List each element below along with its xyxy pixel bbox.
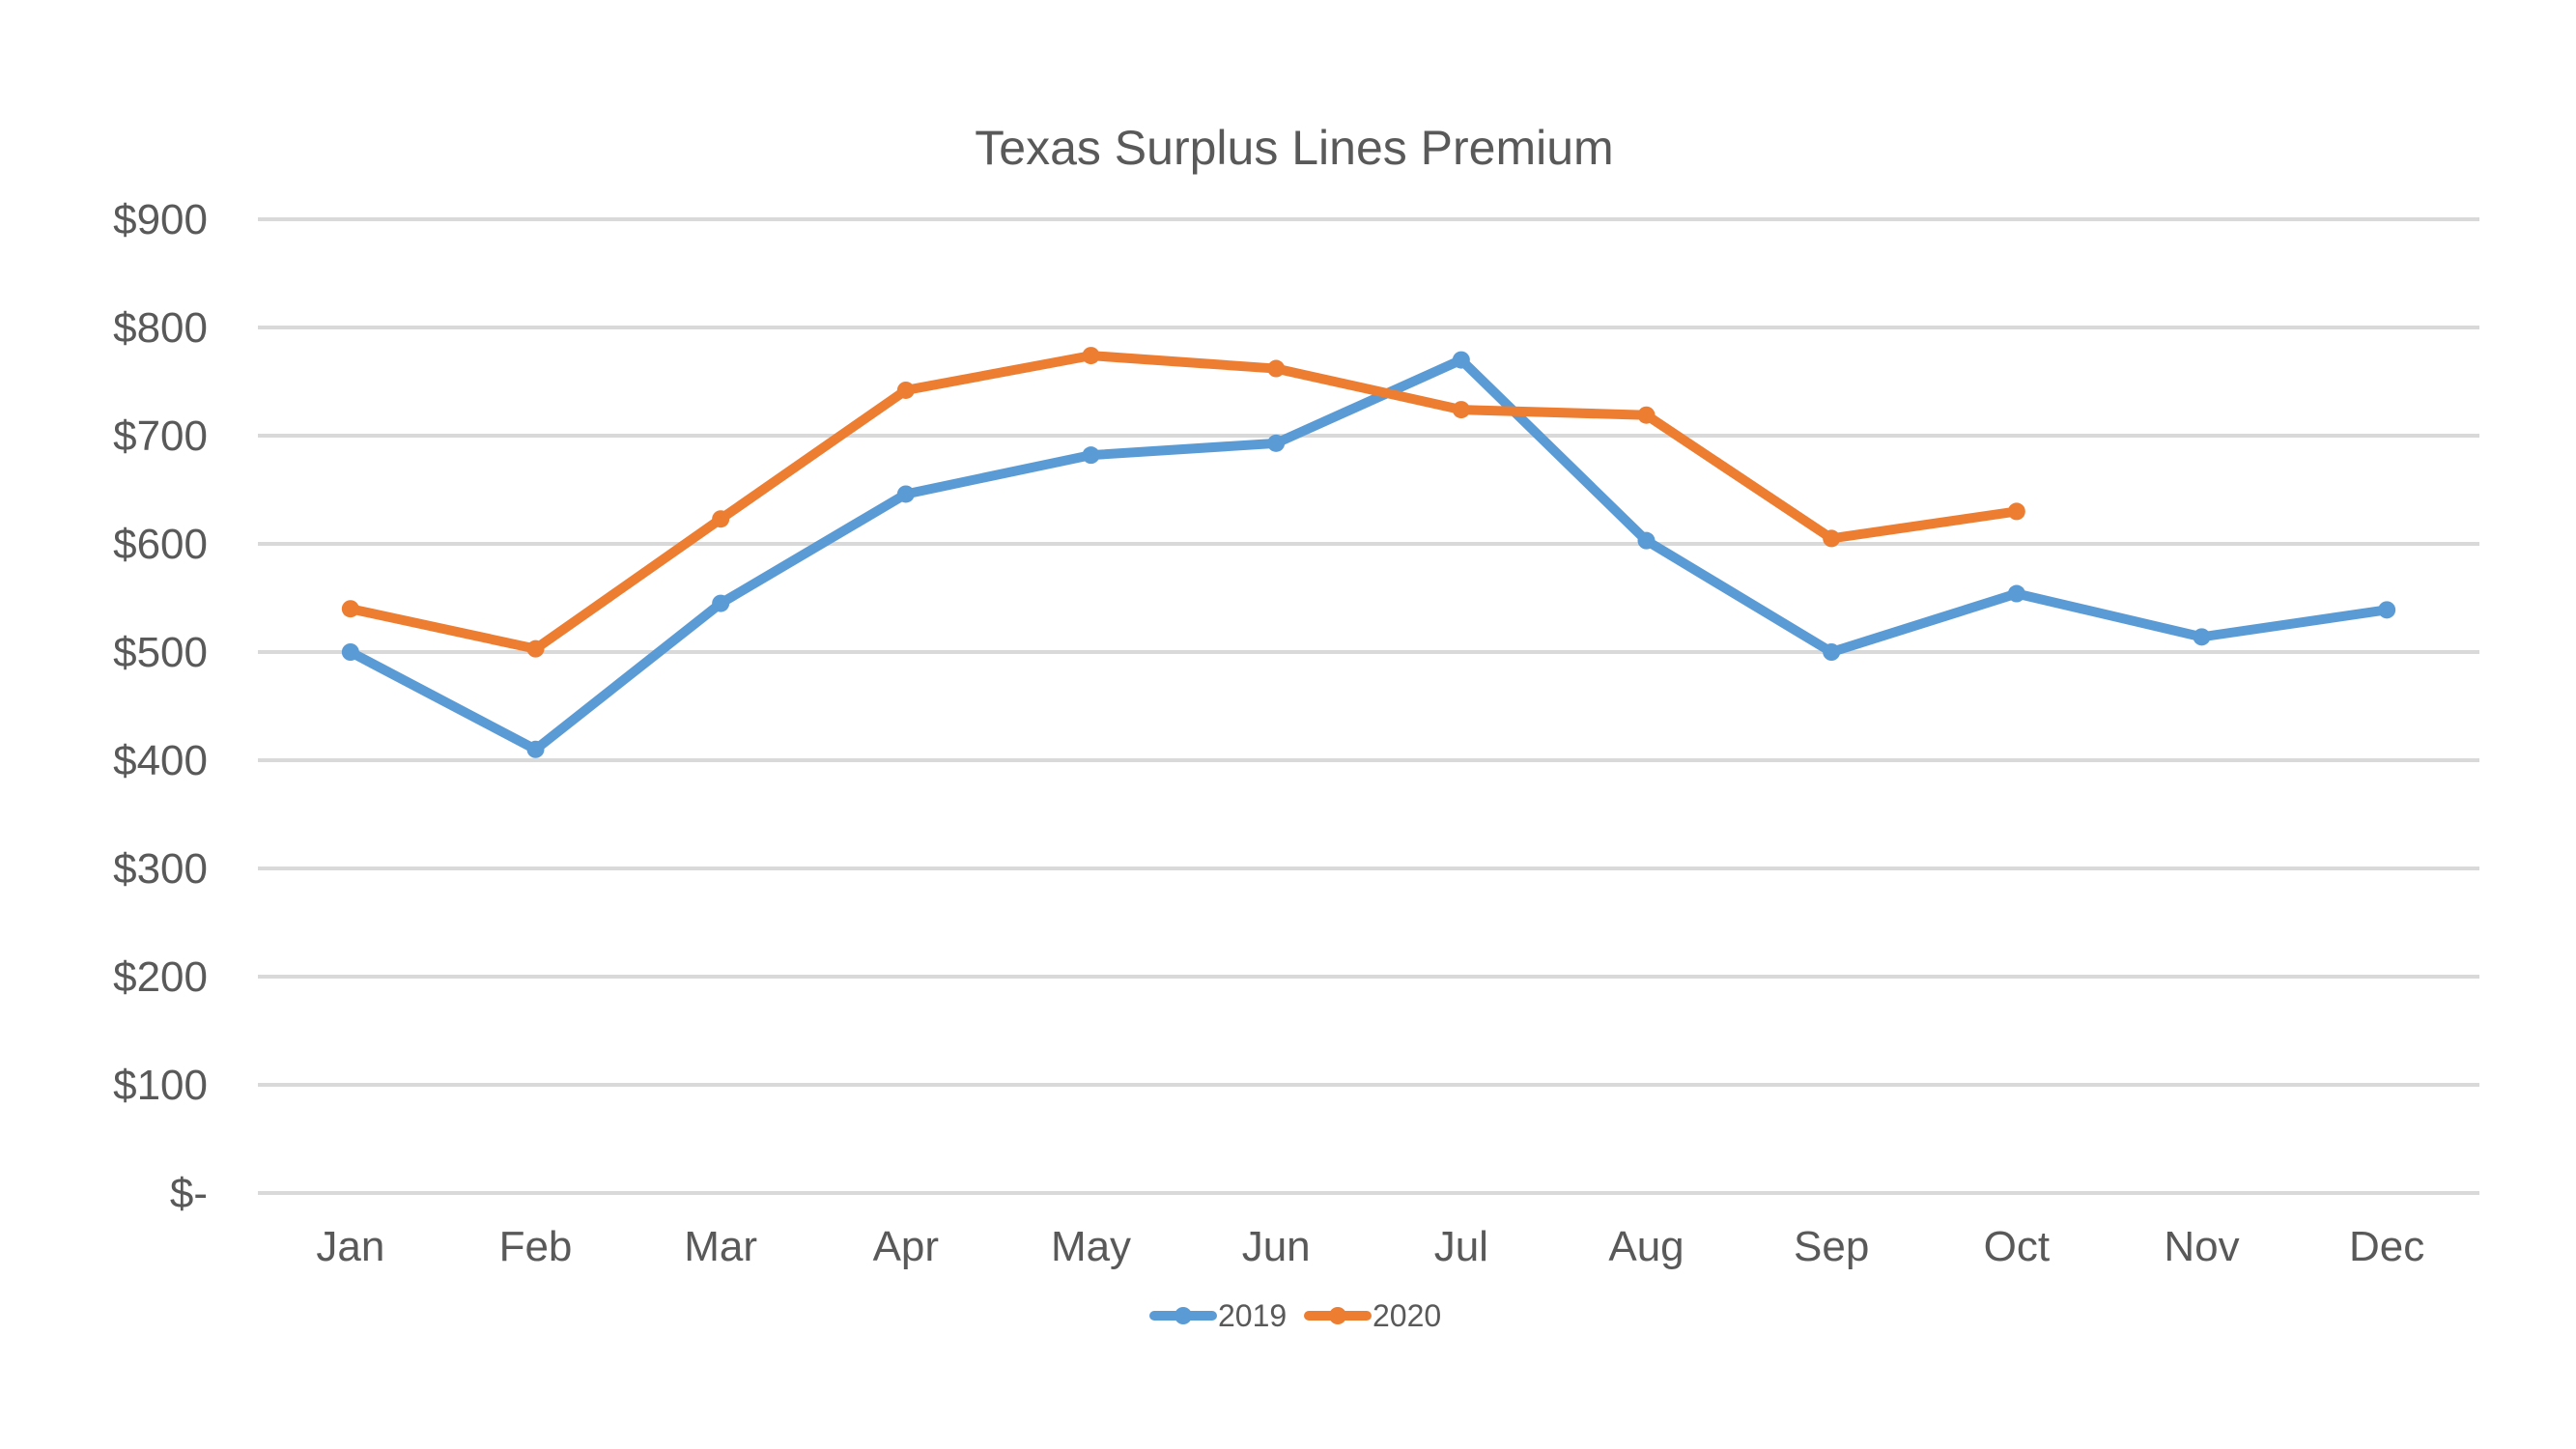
data-point bbox=[1267, 434, 1286, 452]
series-line bbox=[345, 355, 2392, 754]
chart-title: Texas Surplus Lines Premium bbox=[975, 121, 1613, 175]
legend-marker bbox=[1329, 1307, 1346, 1324]
data-point bbox=[1082, 347, 1100, 365]
y-tick-label: $500 bbox=[113, 629, 208, 676]
data-point bbox=[2193, 628, 2211, 646]
x-tick-label: Dec bbox=[2349, 1223, 2424, 1270]
data-point bbox=[1823, 643, 1841, 661]
data-point bbox=[1452, 401, 1470, 419]
y-tick-label: $300 bbox=[113, 845, 208, 893]
data-point bbox=[2007, 584, 2025, 603]
data-point bbox=[1452, 351, 1470, 369]
data-point bbox=[712, 594, 730, 612]
gridlines bbox=[258, 217, 2479, 1195]
x-tick-label: Nov bbox=[2164, 1223, 2239, 1270]
data-point bbox=[896, 485, 915, 503]
legend-marker bbox=[1175, 1307, 1192, 1324]
data-point bbox=[526, 639, 545, 658]
series-lines bbox=[341, 347, 2396, 758]
x-tick-label: Sep bbox=[1794, 1223, 1869, 1270]
x-tick-label: Jun bbox=[1242, 1223, 1311, 1270]
y-tick-label: $800 bbox=[113, 304, 208, 352]
legend-label: 2019 bbox=[1218, 1298, 1287, 1333]
legend-item: 2019 bbox=[1149, 1298, 1287, 1333]
y-tick-label: $400 bbox=[113, 737, 208, 784]
y-tick-label: $700 bbox=[113, 412, 208, 460]
data-point bbox=[1082, 446, 1100, 465]
data-point bbox=[341, 600, 359, 618]
y-tick-label: $200 bbox=[113, 953, 208, 1001]
data-point bbox=[1637, 531, 1656, 550]
x-axis-ticks: Jan Feb Mar Apr May Jun Jul Aug Sep Oct Nov Dec bbox=[316, 1223, 2424, 1270]
data-point bbox=[2378, 601, 2396, 619]
data-point bbox=[1637, 406, 1656, 424]
x-tick-label: Mar bbox=[684, 1223, 757, 1270]
legend-item: 2020 bbox=[1304, 1298, 1441, 1333]
data-point bbox=[526, 740, 545, 758]
data-point bbox=[1823, 529, 1841, 548]
legend: 2019 2020 bbox=[1149, 1298, 1441, 1333]
y-tick-label: $100 bbox=[113, 1062, 208, 1109]
x-tick-label: Aug bbox=[1608, 1223, 1684, 1270]
x-tick-label: Apr bbox=[873, 1223, 939, 1270]
series-2020 bbox=[341, 347, 2025, 658]
y-tick-label: $900 bbox=[113, 196, 208, 243]
data-point bbox=[712, 510, 730, 528]
data-point bbox=[1267, 359, 1286, 378]
y-axis-ticks: $- $100 $200 $300 $400 $500 $600 $700 $800 $900 bbox=[113, 196, 208, 1217]
data-point bbox=[2007, 502, 2025, 521]
x-tick-label: May bbox=[1051, 1223, 1131, 1270]
y-tick-label: $600 bbox=[113, 521, 208, 568]
x-tick-label: Oct bbox=[1984, 1223, 2050, 1270]
x-tick-label: Jan bbox=[316, 1223, 384, 1270]
x-tick-label: Jul bbox=[1434, 1223, 1488, 1270]
legend-label: 2020 bbox=[1373, 1298, 1441, 1333]
series-2019 bbox=[341, 351, 2396, 758]
series-line bbox=[345, 351, 2022, 654]
y-tick-label: $- bbox=[170, 1170, 208, 1217]
data-point bbox=[341, 643, 359, 661]
x-tick-label: Feb bbox=[499, 1223, 573, 1270]
data-point bbox=[896, 381, 915, 399]
